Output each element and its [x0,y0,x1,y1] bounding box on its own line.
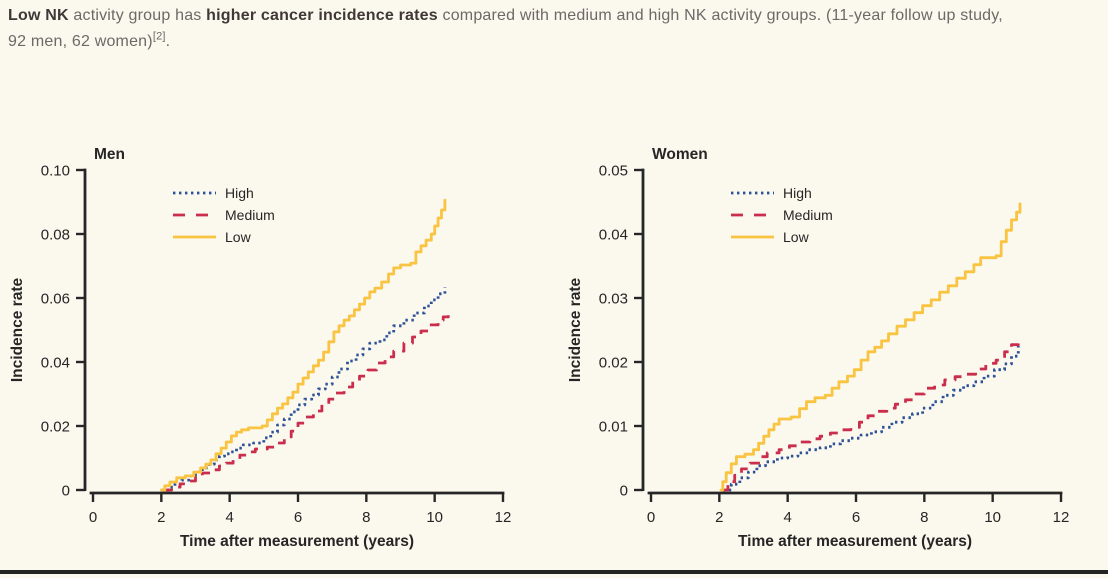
y-tick-label: 0.04 [41,355,70,372]
y-tick-label: 0.03 [599,291,628,308]
x-tick-label: 4 [225,509,233,526]
x-tick-label: 4 [783,509,791,526]
chart-women: 0 0.01 0.02 0.03 0.04 0.05 0 2 4 6 8 10 12 Women Time … [567,146,1070,550]
chart-men: 0 0.02 0.04 0.06 0.08 0.10 0 2 4 6 8 10 12 Men Time af… [9,146,512,550]
y-tick-label: 0 [62,483,70,500]
x-tick-label: 2 [157,509,165,526]
x-tick-label: 6 [852,509,860,526]
y-axis-label: Incidence rate [9,278,26,383]
caption-segment: higher cancer incidence rates [206,7,438,24]
y-tick-label: 0.04 [599,227,628,244]
caption-segment: 92 men, 62 women) [8,33,153,50]
series-line-medium [722,335,1020,492]
series-line-low [719,202,1022,492]
series-line-high [722,346,1020,492]
x-tick-label: 6 [294,509,302,526]
legend-label-medium: Medium [225,207,275,223]
x-axis-label: Time after measurement (years) [180,533,414,550]
caption-line: 92 men, 62 women)[2]. [8,29,1102,55]
x-tick-label: 2 [715,509,723,526]
citation-ref[interactable]: [2] [152,30,166,43]
figure-caption: Low NK activity group has higher cancer … [8,3,1102,55]
y-tick-label: 0.01 [599,419,628,436]
caption-segment: activity group has [68,7,207,24]
y-tick-label: 0.08 [41,227,70,244]
x-tick-label: 8 [920,509,928,526]
legend-label-medium: Medium [783,207,833,223]
x-tick-label: 12 [495,509,512,526]
x-tick-label: 12 [1053,509,1070,526]
y-tick-label: 0.10 [41,163,70,180]
series-line-high [161,287,447,492]
chart-title: Women [652,146,708,163]
y-tick-label: 0.06 [41,291,70,308]
caption-line: Low NK activity group has higher cancer … [8,3,1102,29]
series-line-low [159,198,447,492]
y-tick-label: 0 [620,483,628,500]
x-tick-label: 10 [984,509,1001,526]
x-tick-label: 0 [647,509,655,526]
y-tick-label: 0.02 [599,355,628,372]
x-tick-label: 10 [426,509,443,526]
bottom-divider [0,570,1108,574]
x-tick-label: 8 [362,509,370,526]
x-tick-label: 0 [89,509,97,526]
caption-segment: compared with medium and high NK activit… [437,7,1003,24]
y-axis-label: Incidence rate [567,278,584,383]
legend-label-low: Low [225,229,252,245]
legend-label-high: High [783,185,812,201]
legend-label-low: Low [783,229,810,245]
chart-title: Men [94,146,125,163]
series-line-medium [163,312,450,492]
caption-segment: . [165,33,171,50]
caption-segment: Low NK [8,7,69,24]
y-tick-label: 0.02 [41,419,70,436]
x-axis-label: Time after measurement (years) [738,533,972,550]
y-tick-label: 0.05 [599,163,628,180]
legend-label-high: High [225,185,254,201]
